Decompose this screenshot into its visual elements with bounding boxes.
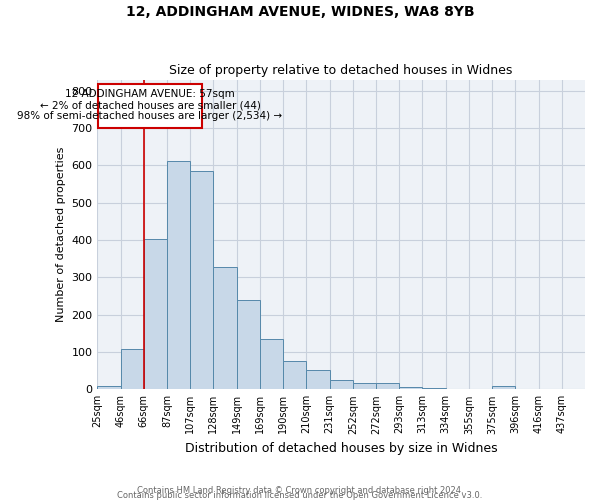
Bar xyxy=(329,380,353,390)
Text: Contains public sector information licensed under the Open Government Licence v3: Contains public sector information licen… xyxy=(118,490,482,500)
Y-axis label: Number of detached properties: Number of detached properties xyxy=(56,146,66,322)
Bar xyxy=(167,161,190,390)
X-axis label: Distribution of detached houses by size in Widnes: Distribution of detached houses by size … xyxy=(185,442,497,455)
Bar xyxy=(307,370,329,390)
Text: Contains HM Land Registry data © Crown copyright and database right 2024.: Contains HM Land Registry data © Crown c… xyxy=(137,486,463,495)
Text: 12, ADDINGHAM AVENUE, WIDNES, WA8 8YB: 12, ADDINGHAM AVENUE, WIDNES, WA8 8YB xyxy=(125,5,475,19)
Bar xyxy=(144,239,167,390)
Text: 98% of semi-detached houses are larger (2,534) →: 98% of semi-detached houses are larger (… xyxy=(17,112,283,122)
Bar xyxy=(236,300,260,390)
Bar xyxy=(190,170,214,390)
Bar xyxy=(492,386,515,390)
Bar xyxy=(260,338,283,390)
Bar xyxy=(214,266,236,390)
Bar xyxy=(121,350,144,390)
Text: 12 ADDINGHAM AVENUE: 57sqm: 12 ADDINGHAM AVENUE: 57sqm xyxy=(65,89,235,99)
Title: Size of property relative to detached houses in Widnes: Size of property relative to detached ho… xyxy=(169,64,513,77)
FancyBboxPatch shape xyxy=(98,84,202,128)
Text: ← 2% of detached houses are smaller (44): ← 2% of detached houses are smaller (44) xyxy=(40,100,260,110)
Bar xyxy=(97,386,121,390)
Bar xyxy=(422,388,446,390)
Bar xyxy=(353,383,376,390)
Bar xyxy=(376,383,399,390)
Bar xyxy=(399,386,422,390)
Bar xyxy=(283,361,307,390)
